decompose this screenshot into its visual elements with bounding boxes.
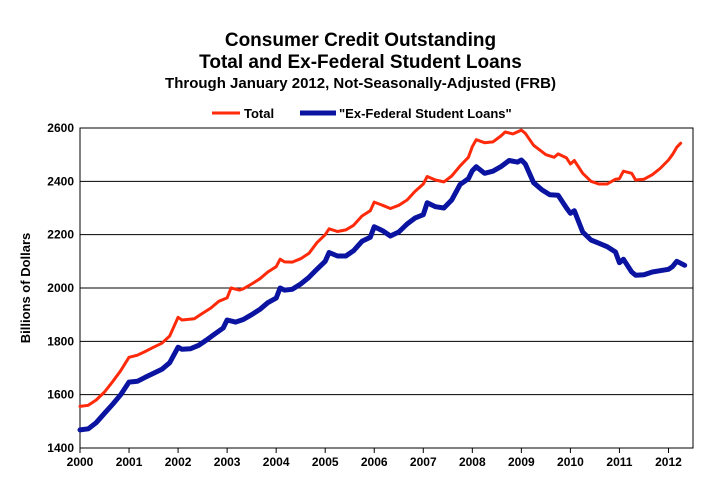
series-line-total [78,128,683,408]
x-tick-label-2011: 2011 [606,455,632,469]
x-tick-label-2009: 2009 [508,455,535,469]
series-line-ex-federal [77,157,688,433]
legend-label-total: Total [244,106,274,121]
x-tick-label-2012: 2012 [655,455,682,469]
x-tick-label-2006: 2006 [361,455,388,469]
y-tick-label-2000: 2000 [47,281,74,295]
x-tick-label-2010: 2010 [557,455,584,469]
x-tick-label-2000: 2000 [67,455,94,469]
x-tick-label-2004: 2004 [263,455,290,469]
x-tick-label-2003: 2003 [214,455,241,469]
x-tick-label-2002: 2002 [165,455,192,469]
y-tick-label-2200: 2200 [47,228,74,242]
plot-border [79,127,694,449]
x-tick-label-2007: 2007 [410,455,437,469]
y-axis-label: Billions of Dollars [18,233,33,344]
legend-label-ex-federal: "Ex-Federal Student Loans" [339,106,512,121]
y-tick-label-1800: 1800 [47,334,74,348]
chart-subtitle: Total and Ex-Federal Student Loans [199,52,522,73]
x-tick-label-2001: 2001 [116,455,143,469]
x-tick-label-2008: 2008 [459,455,486,469]
x-tick-label-2005: 2005 [312,455,339,469]
chart-title: Consumer Credit Outstanding [224,30,497,51]
y-tick-label-1600: 1600 [47,388,74,402]
plot-area: 1400 1600 1800 2000 2200 2400 2600 2000 2001 2002… [47,121,694,469]
chart-subtitle-2: Through January 2012, Not-Seasonally-Adj… [165,75,556,92]
y-tick-label-1400: 1400 [47,441,74,455]
y-tick-label-2600: 2600 [47,121,74,135]
legend: Total "Ex-Federal Student Loans" [212,106,512,121]
y-tick-label-2400: 2400 [47,174,74,188]
